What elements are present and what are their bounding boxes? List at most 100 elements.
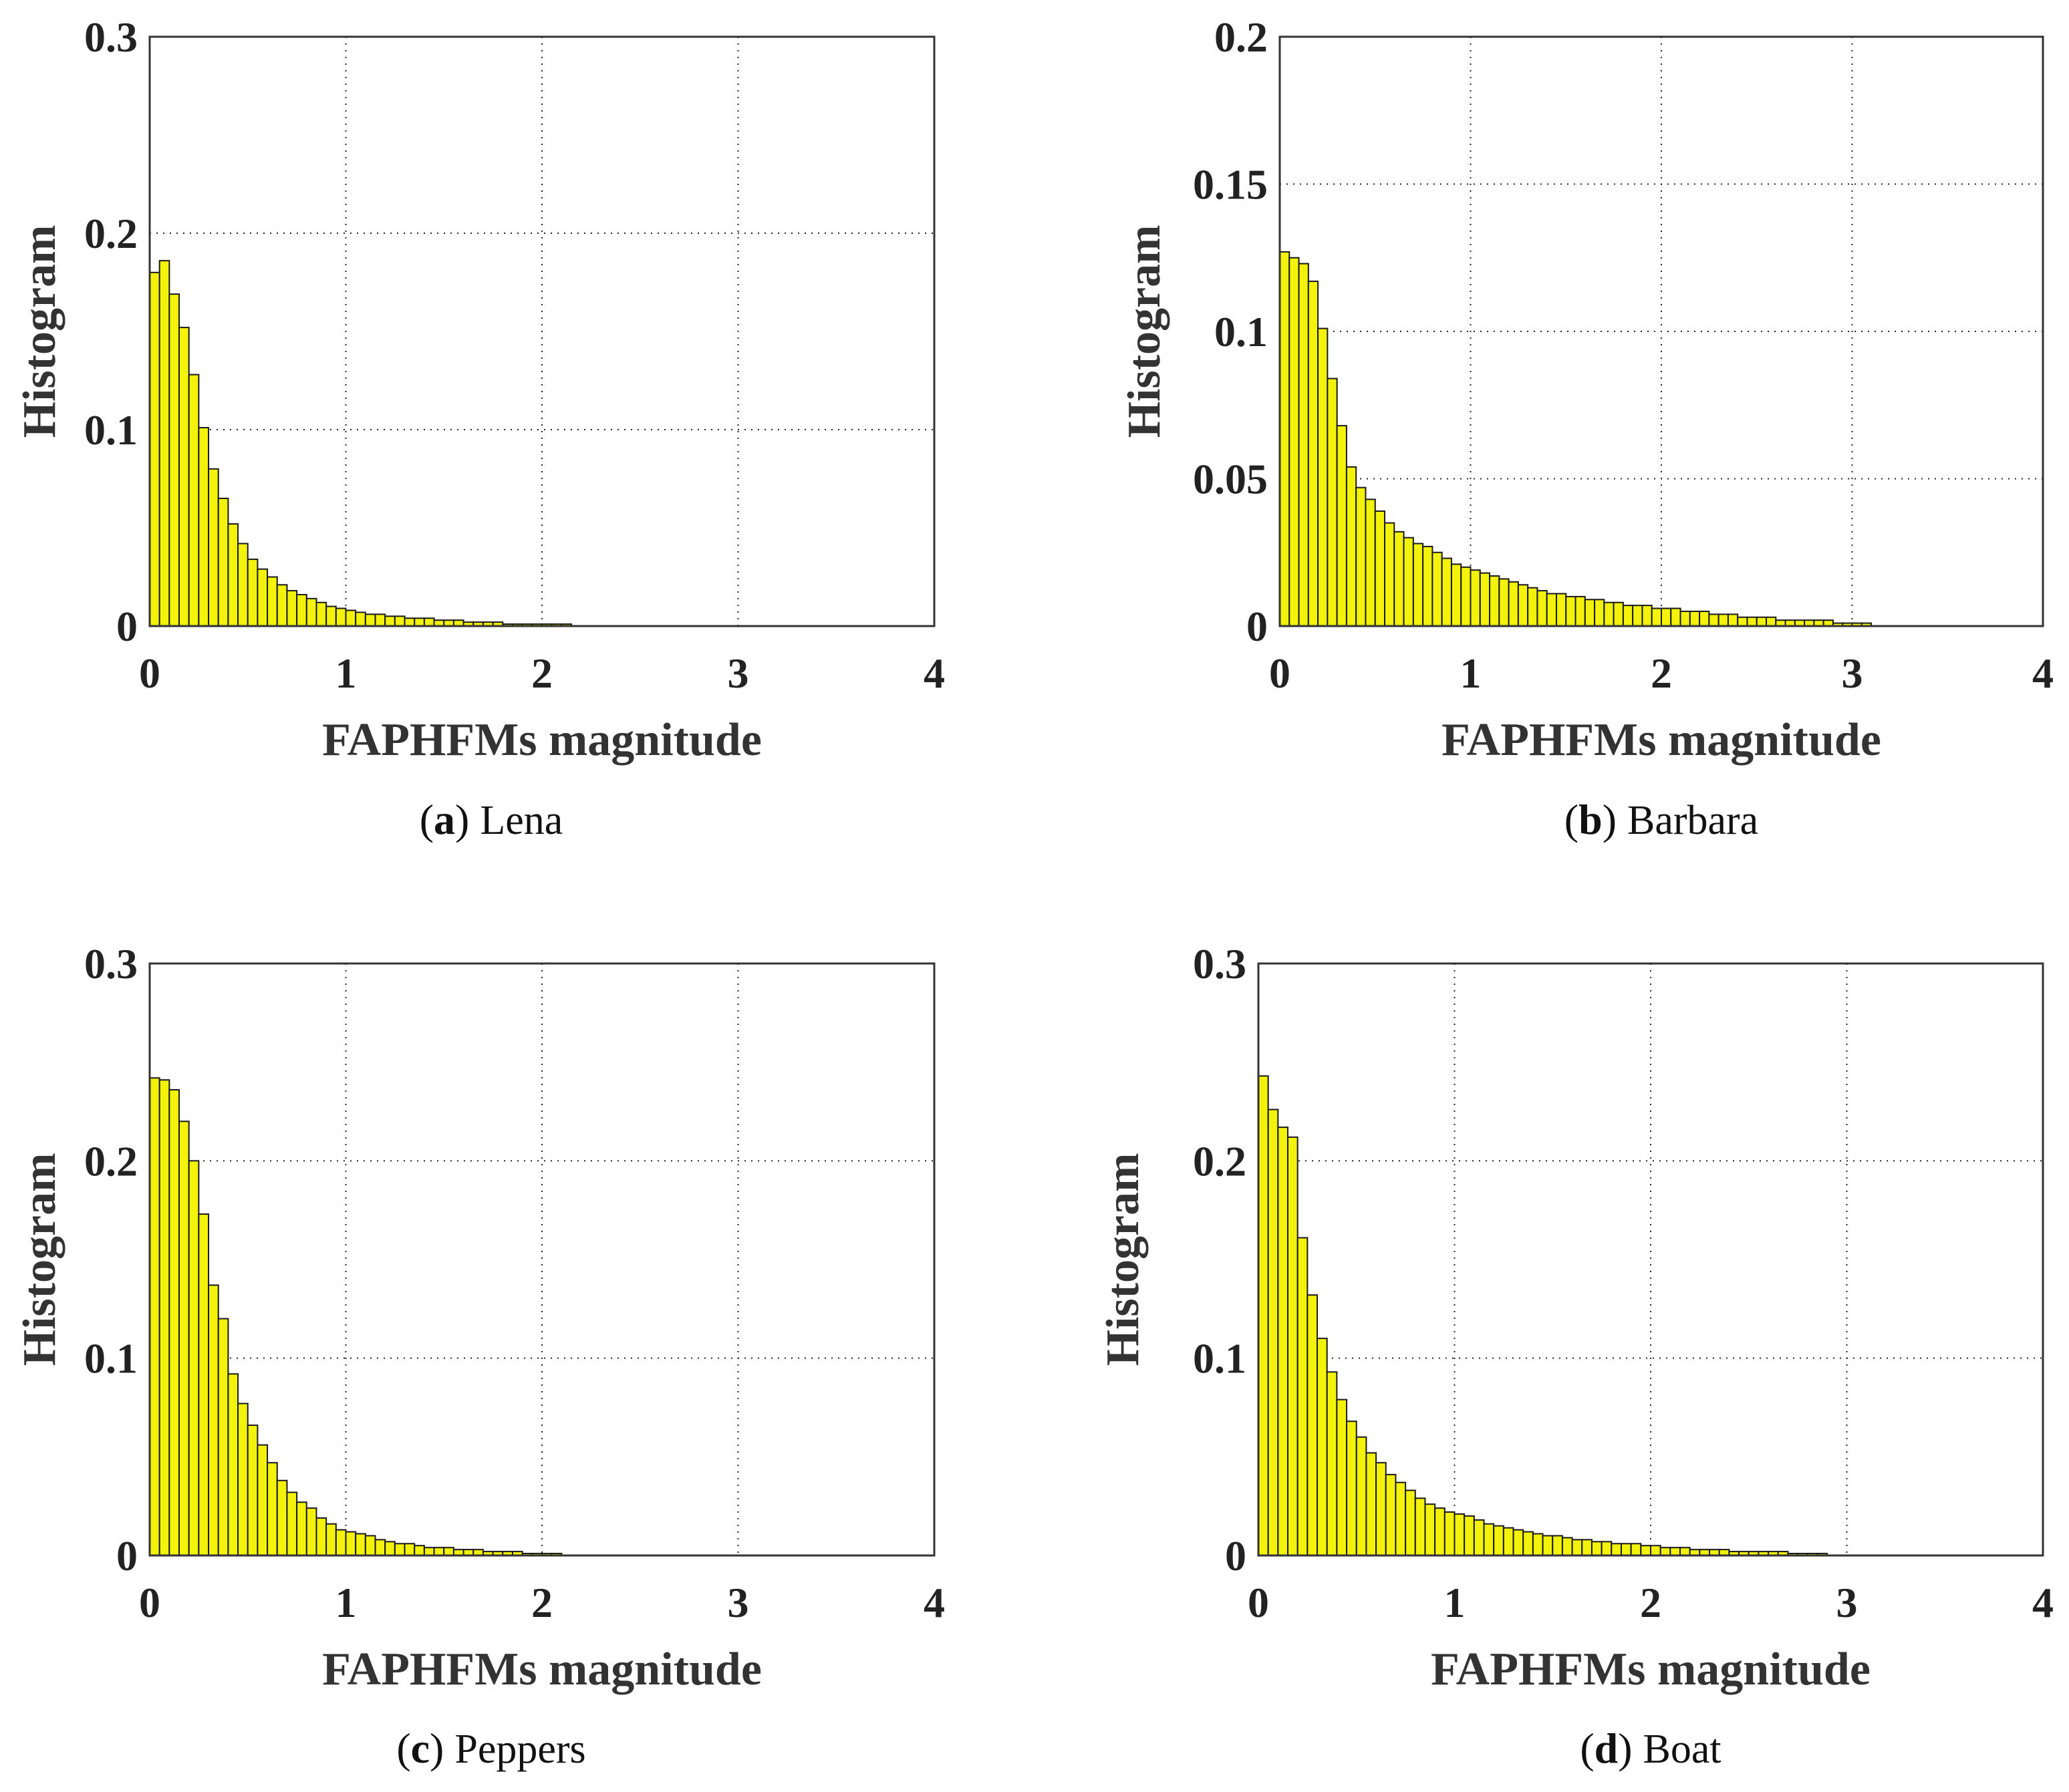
y-tick-labels: 0 0.1 0.2 0.3 bbox=[84, 13, 138, 650]
histogram-bar bbox=[1766, 616, 1777, 627]
y-tick-label: 0.1 bbox=[84, 1335, 138, 1382]
x-tick-label: 4 bbox=[924, 649, 945, 697]
histogram-bar bbox=[1613, 601, 1624, 627]
y-tick-label: 0 bbox=[116, 603, 138, 650]
y-tick-labels: 0 0.05 0.1 0.15 0.2 bbox=[1193, 13, 1268, 650]
histogram-bar bbox=[1464, 1515, 1475, 1557]
histogram-bar bbox=[384, 1541, 396, 1556]
histogram-bar bbox=[374, 1539, 386, 1556]
histogram-bar bbox=[414, 617, 425, 627]
histogram-bar bbox=[1571, 1539, 1583, 1556]
histogram-bar bbox=[1345, 466, 1357, 627]
histogram-bar bbox=[178, 327, 190, 627]
histogram-bar bbox=[198, 427, 210, 627]
histogram-bar bbox=[198, 1213, 210, 1557]
y-tick-label: 0.1 bbox=[84, 406, 138, 454]
histogram-bar bbox=[1561, 1537, 1573, 1556]
histogram-bar bbox=[1431, 551, 1443, 627]
panel-lena: 0 0.1 0.2 0.3 0 1 2 3 4 FAPHFMs magnitud… bbox=[14, 13, 945, 843]
x-axis-label: FAPHFMs magnitude bbox=[1431, 1644, 1871, 1695]
histogram-bar bbox=[1450, 563, 1462, 627]
y-tick-label: 0.3 bbox=[84, 940, 138, 988]
histogram-bar bbox=[364, 613, 376, 627]
histogram-bar bbox=[1512, 1529, 1524, 1557]
histogram-bar bbox=[1669, 1547, 1681, 1557]
histogram-bar bbox=[345, 1531, 357, 1557]
histogram-bar bbox=[1708, 613, 1719, 627]
x-axis-label: FAPHFMs magnitude bbox=[322, 714, 762, 766]
plot-frame bbox=[1257, 962, 2044, 1557]
histogram-bar bbox=[1689, 610, 1701, 627]
y-tick-label: 0 bbox=[1246, 603, 1268, 650]
histogram-bar bbox=[1460, 566, 1472, 627]
histogram-bar bbox=[257, 1444, 269, 1556]
x-axis-label: FAPHFMs magnitude bbox=[322, 1644, 762, 1695]
histogram-bar bbox=[1679, 1547, 1691, 1557]
histogram-bar bbox=[1317, 1338, 1328, 1556]
caption-open-paren: ( bbox=[1580, 1725, 1594, 1772]
histogram-bar bbox=[1630, 1543, 1642, 1557]
histogram-bar bbox=[305, 1507, 317, 1557]
plot-frame bbox=[148, 35, 936, 627]
histogram-bar bbox=[257, 568, 269, 627]
histogram-bar bbox=[1611, 1543, 1622, 1557]
y-axis-label: Histogram bbox=[14, 225, 65, 438]
histogram-bar bbox=[404, 617, 416, 627]
histogram-bar bbox=[1375, 1462, 1387, 1557]
y-tick-label: 0.05 bbox=[1193, 456, 1268, 503]
histogram-bar bbox=[1412, 543, 1424, 627]
histogram-bar bbox=[1489, 575, 1500, 627]
histogram-bar bbox=[1517, 584, 1529, 627]
histogram-bar bbox=[1641, 605, 1653, 627]
histogram-bar bbox=[168, 1089, 180, 1556]
histogram-bar bbox=[217, 1318, 229, 1556]
y-axis-label: Histogram bbox=[1119, 225, 1170, 438]
caption-letter: a bbox=[434, 796, 455, 843]
histogram-bar bbox=[1594, 599, 1605, 627]
x-gridlines bbox=[1470, 37, 1853, 626]
y-tick-label: 0.15 bbox=[1193, 161, 1268, 208]
x-tick-label: 3 bbox=[728, 1579, 749, 1626]
histogram-bar bbox=[1473, 1519, 1485, 1557]
histogram-bar bbox=[1365, 1452, 1377, 1557]
histogram-bar bbox=[286, 1491, 298, 1557]
histogram-bar bbox=[355, 611, 366, 627]
histogram-bar bbox=[305, 597, 317, 627]
histogram-bar bbox=[1306, 1294, 1319, 1557]
histogram-bars bbox=[149, 1077, 563, 1557]
histogram-bar bbox=[1552, 1535, 1563, 1556]
x-tick-label: 0 bbox=[1269, 649, 1290, 697]
histogram-bar bbox=[315, 601, 327, 627]
histogram-bar bbox=[1267, 1108, 1279, 1556]
x-tick-label: 1 bbox=[335, 1579, 357, 1626]
x-gridlines bbox=[345, 963, 739, 1555]
histogram-bar bbox=[1405, 1489, 1416, 1557]
histogram-bar bbox=[1756, 616, 1768, 627]
histogram-bars bbox=[1279, 251, 1873, 627]
histogram-bar bbox=[1454, 1513, 1466, 1556]
histogram-bar bbox=[1483, 1523, 1495, 1556]
histogram-bar bbox=[335, 607, 347, 627]
histogram-bar bbox=[355, 1533, 366, 1557]
panel-caption: (a) Lena bbox=[420, 796, 563, 843]
histogram-bar bbox=[1336, 425, 1347, 627]
histogram-bar bbox=[276, 1479, 288, 1557]
y-tick-label: 0 bbox=[116, 1532, 138, 1580]
y-axis-label: Histogram bbox=[1097, 1153, 1149, 1366]
histogram-bar bbox=[247, 1425, 259, 1557]
histogram-bar bbox=[158, 260, 170, 627]
histogram-bar bbox=[1288, 257, 1300, 627]
caption-close-paren: ) bbox=[430, 1725, 454, 1772]
histogram-bar bbox=[1287, 1136, 1298, 1556]
histogram-bar bbox=[325, 1523, 337, 1556]
histogram-bar bbox=[158, 1079, 170, 1557]
panel-caption: (d) Boat bbox=[1580, 1725, 1721, 1772]
panel-barbara: 0 0.05 0.1 0.15 0.2 0 1 2 3 4 FAPHFMs ma… bbox=[1119, 13, 2054, 843]
histogram-bar bbox=[267, 1462, 278, 1557]
histogram-bar bbox=[1542, 1535, 1554, 1556]
histogram-bar bbox=[1385, 1473, 1397, 1556]
x-tick-label: 0 bbox=[139, 1579, 160, 1626]
histogram-bar bbox=[1555, 593, 1567, 627]
histogram-bar bbox=[1508, 581, 1519, 627]
histogram-bar bbox=[1670, 607, 1681, 627]
